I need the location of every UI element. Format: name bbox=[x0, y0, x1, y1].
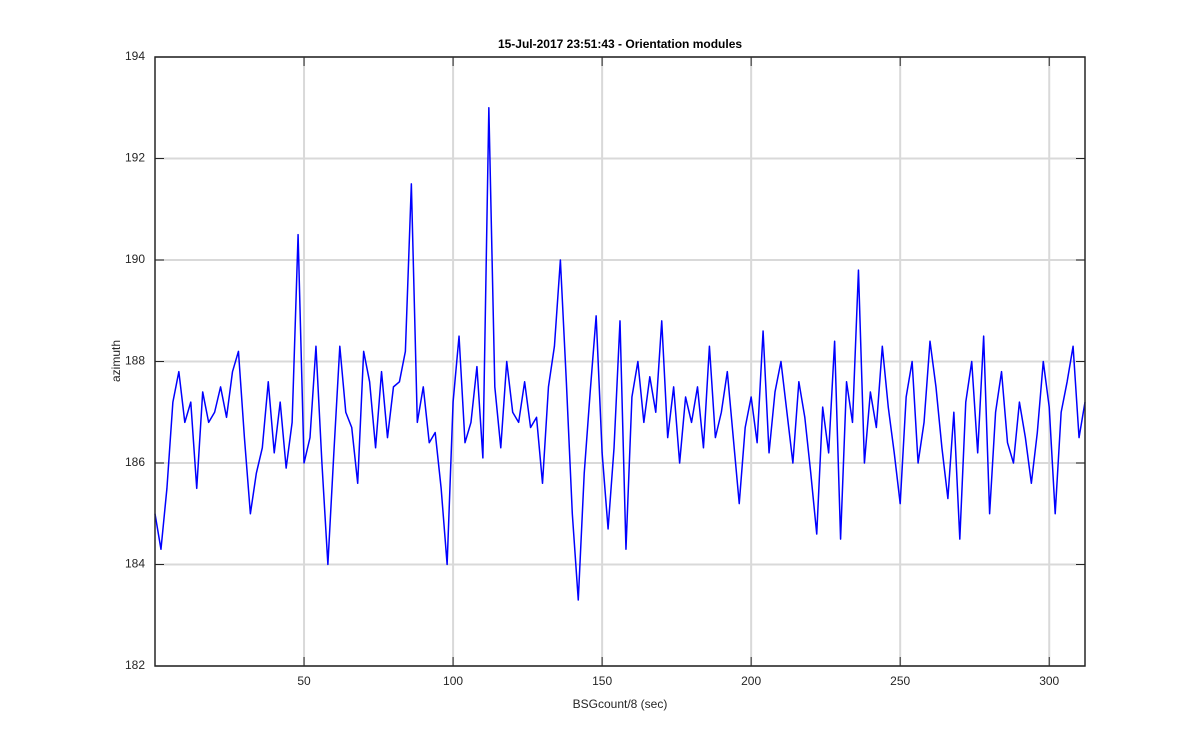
ticks: 50 100 150 200 250 300 182 184 186 188 190 192 194 bbox=[125, 49, 1085, 688]
y-tick-label: 194 bbox=[125, 49, 145, 63]
x-axis-label: BSGcount/8 (sec) bbox=[573, 697, 668, 711]
x-tick-label: 50 bbox=[297, 674, 311, 688]
y-tick-label: 182 bbox=[125, 658, 145, 672]
x-tick-label: 250 bbox=[890, 674, 910, 688]
y-tick-label: 184 bbox=[125, 557, 145, 571]
x-tick-label: 100 bbox=[443, 674, 463, 688]
x-tick-label: 200 bbox=[741, 674, 761, 688]
lines bbox=[154, 107, 1086, 601]
x-tick-label: 150 bbox=[592, 674, 612, 688]
y-tick-label: 190 bbox=[125, 252, 145, 266]
chart-title: 15-Jul-2017 23:51:43 - Orientation modul… bbox=[498, 37, 742, 51]
y-tick-label: 188 bbox=[125, 354, 145, 368]
data-line bbox=[154, 107, 1086, 601]
y-tick-label: 192 bbox=[125, 151, 145, 165]
y-axis-label: azimuth bbox=[109, 340, 123, 382]
y-tick-label: 186 bbox=[125, 455, 145, 469]
x-tick-label: 300 bbox=[1039, 674, 1059, 688]
